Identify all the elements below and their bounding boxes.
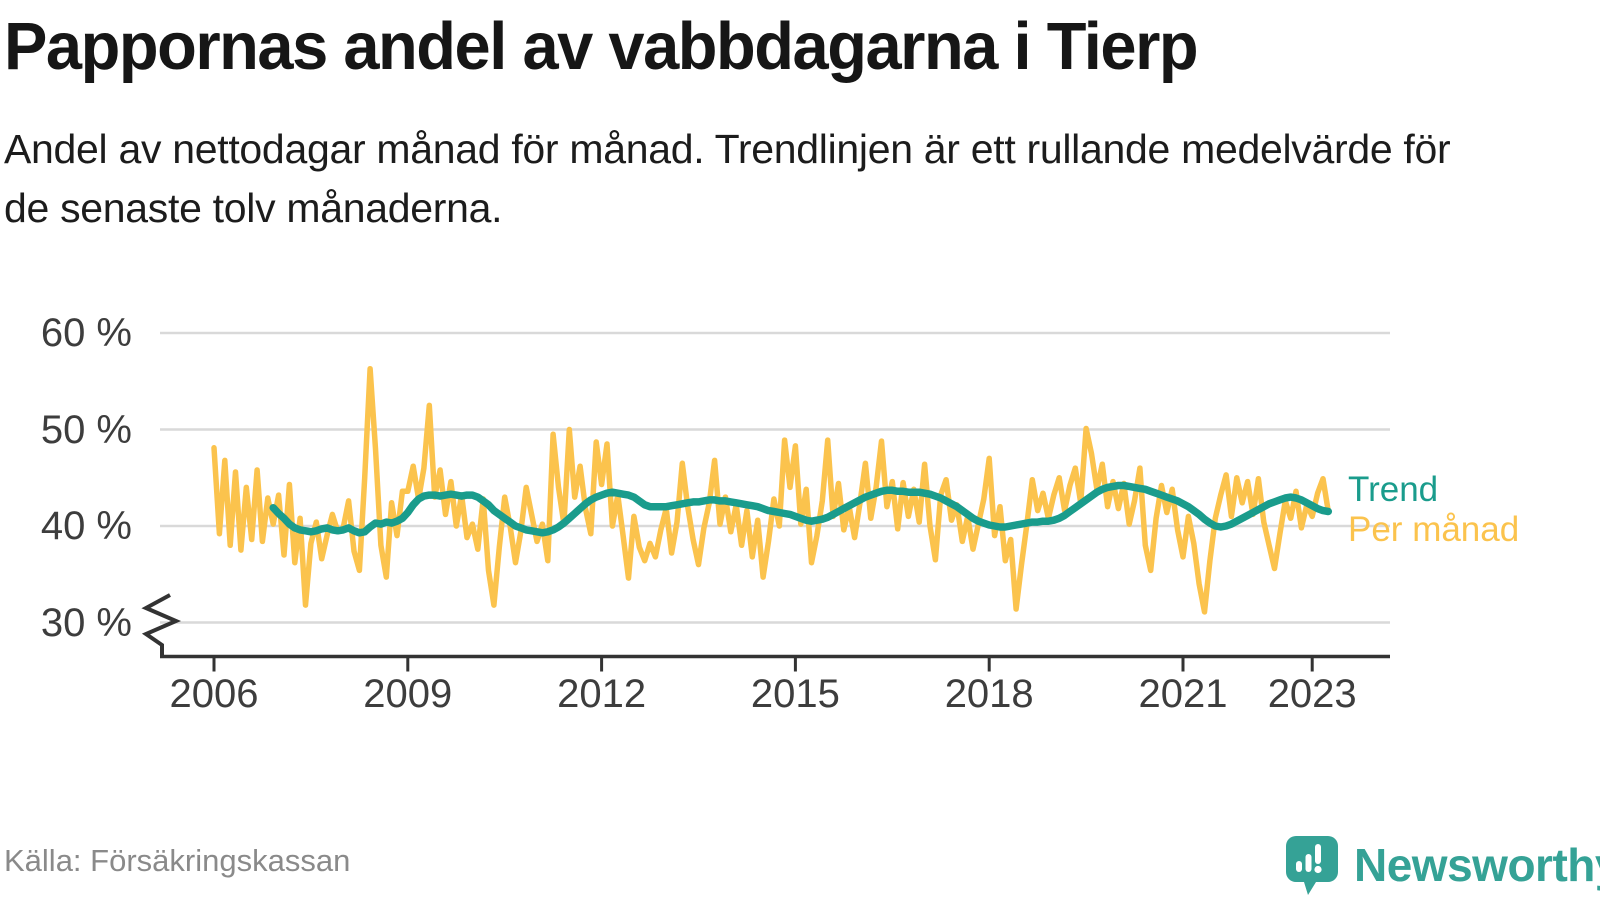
legend-trend-label: Trend [1348, 470, 1439, 509]
y-axis-label: 40 % [40, 504, 132, 548]
source-note: Källa: Försäkringskassan [4, 843, 351, 878]
page-title: Pappornas andel av vabbdagarna i Tierp [4, 9, 1199, 84]
chart-subtitle: Andel av nettodagar månad för månad. Tre… [4, 126, 1451, 232]
x-axis-label: 2006 [169, 672, 259, 716]
per-month-line [211, 365, 1332, 615]
x-axis-label: 2015 [750, 672, 840, 716]
x-axis-label: 2021 [1138, 672, 1228, 716]
y-axis-label: 60 % [40, 311, 132, 355]
x-axis-label: 2012 [557, 672, 647, 716]
trend-line [269, 481, 1333, 537]
x-axis-label: 2009 [363, 672, 453, 716]
newsworthy-wordmark: Newsworthy [1354, 839, 1600, 891]
x-axis-label: 2023 [1267, 672, 1357, 716]
y-axis-break-icon [141, 593, 182, 655]
y-axis-label: 30 % [40, 600, 132, 645]
y-axis-label: 50 % [40, 407, 132, 452]
legend-per-month-label: Per månad [1348, 510, 1520, 549]
x-axis-label: 2018 [944, 672, 1034, 716]
newsworthy-icon [1286, 836, 1338, 895]
x-axis-ticks [212, 656, 1314, 672]
newsworthy-logo: Newsworthy [1286, 836, 1600, 896]
